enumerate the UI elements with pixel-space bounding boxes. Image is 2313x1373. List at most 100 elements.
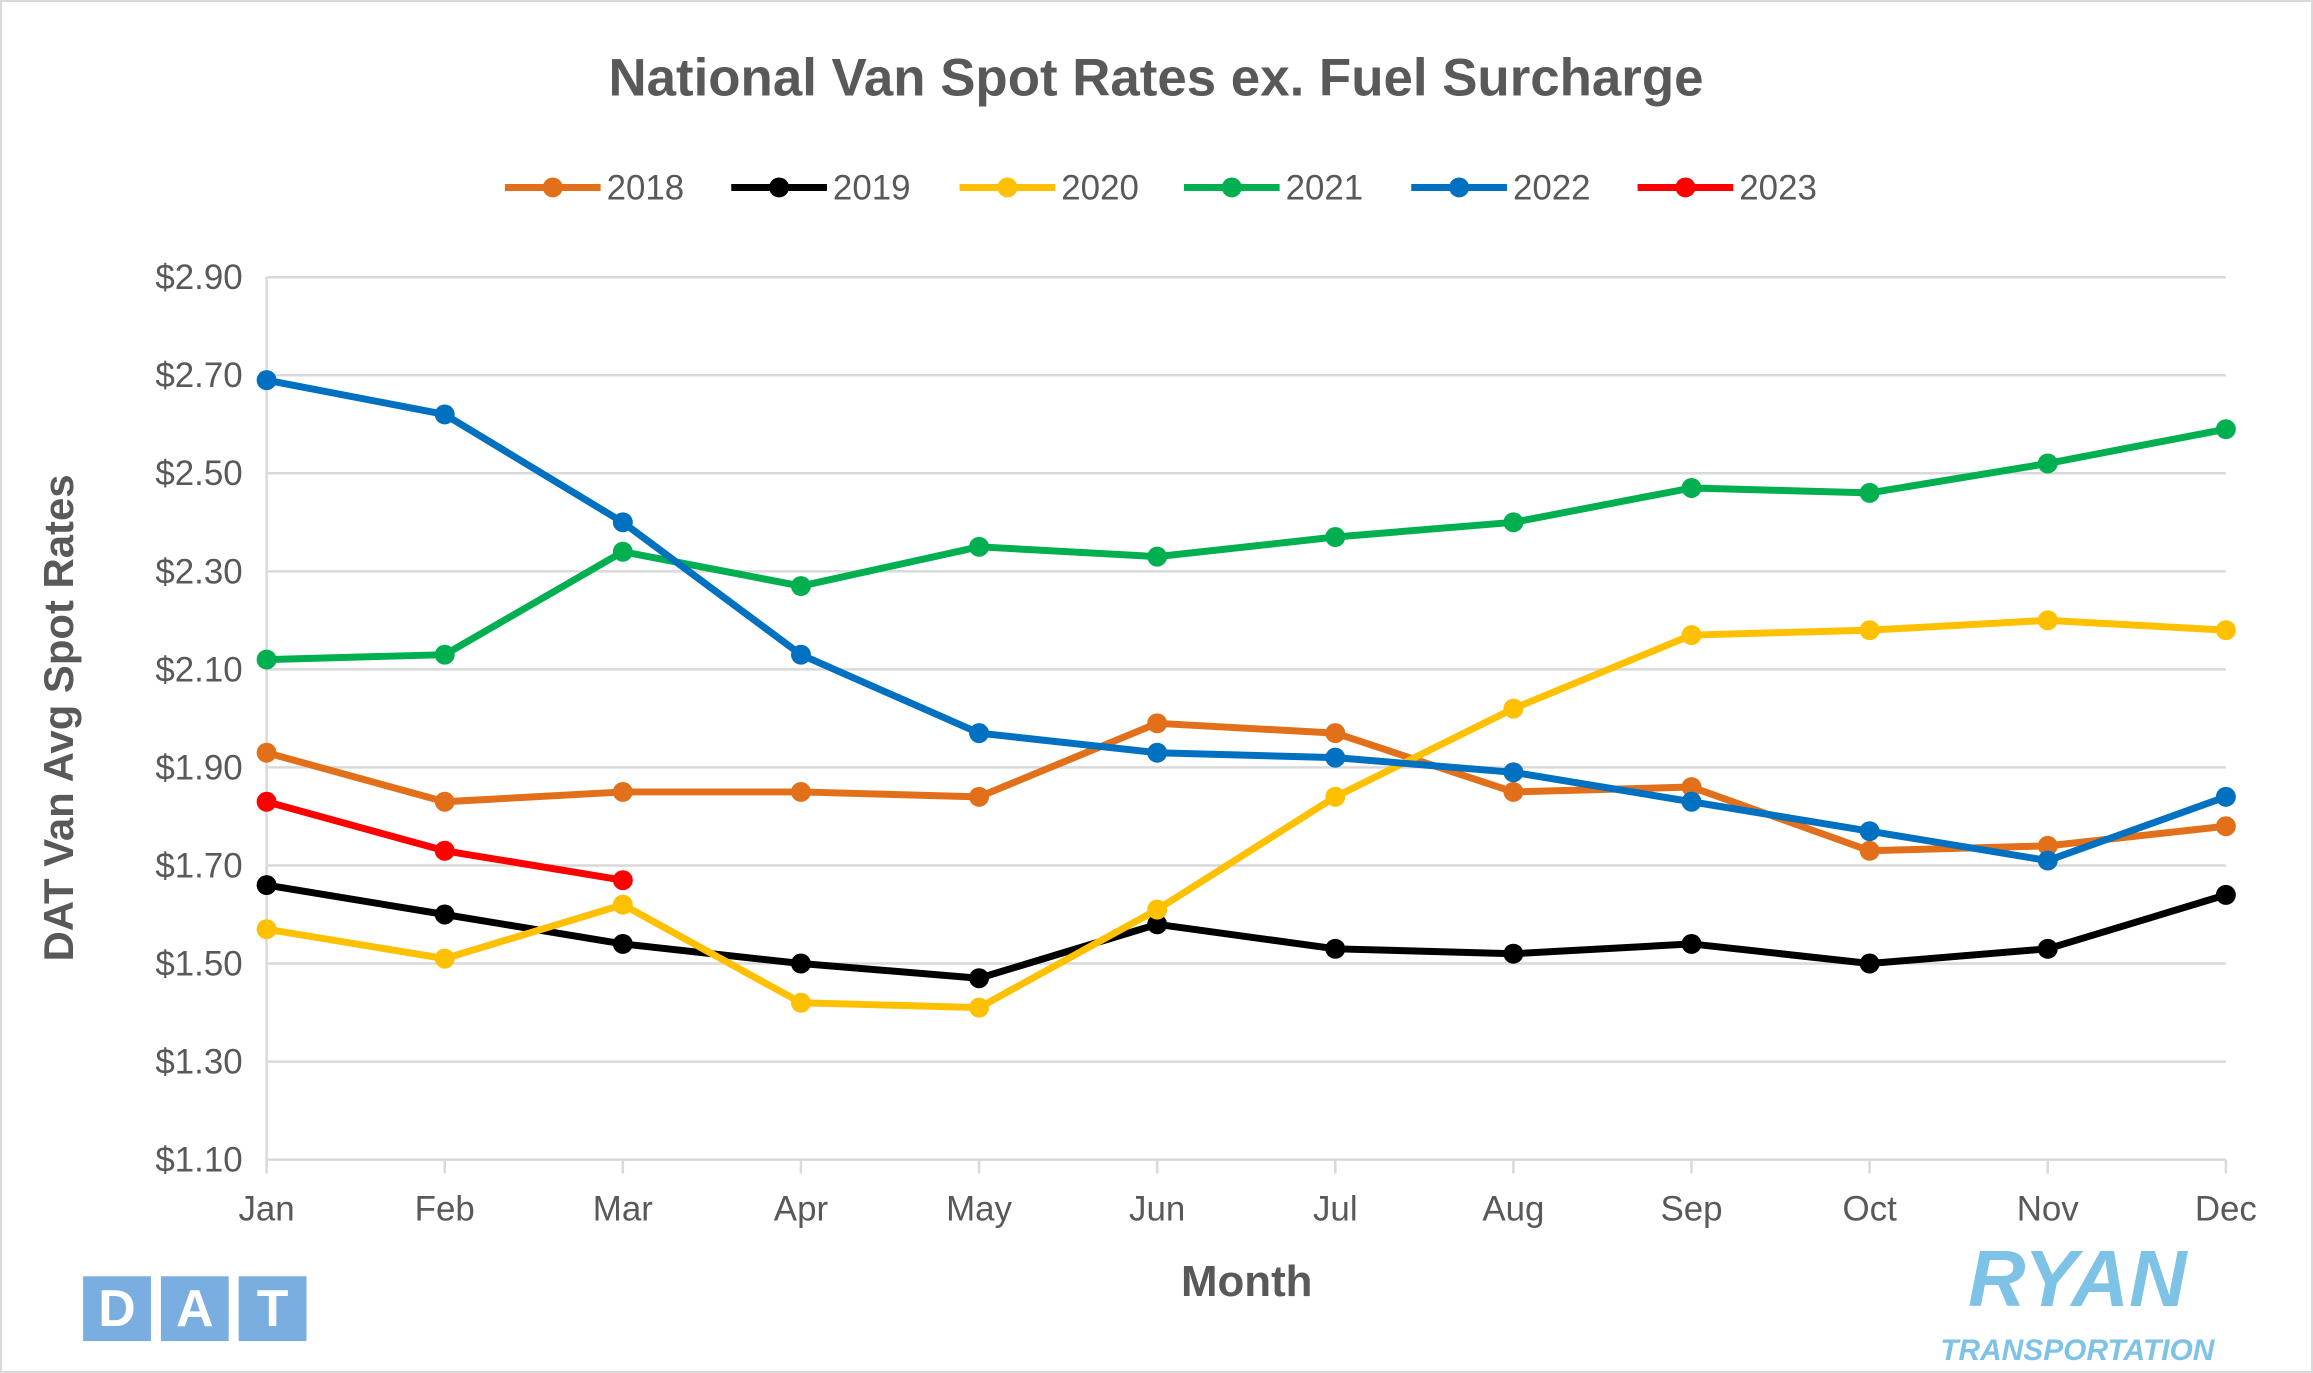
data-point [2215,816,2236,837]
data-point [1147,713,1168,734]
dat-logo-block [160,1276,229,1342]
series-2020 [256,610,2236,1018]
x-tick-label: Sep [1660,1189,1722,1228]
data-point [969,536,990,557]
legend-label: 2020 [1061,168,1139,207]
data-point [2215,786,2236,807]
data-point [1325,723,1346,744]
data-point [969,968,990,989]
data-point [612,894,633,915]
y-tick-label: $1.90 [155,748,242,787]
data-point [434,904,455,925]
legend-item-2022: 2022 [1411,168,1591,207]
data-point [434,644,455,665]
data-point [2037,835,2058,856]
data-point [1147,914,1168,935]
x-tick-label: Jun [1129,1189,1185,1228]
y-tick-label: $2.50 [155,454,242,493]
dat-logo-block [83,1276,151,1342]
y-tick-label: $1.50 [155,944,242,983]
legend-label: 2023 [1739,168,1817,207]
y-tick-label: $2.10 [155,650,242,689]
chart-title: National Van Spot Rates ex. Fuel Surchar… [608,49,1703,108]
data-point [612,781,633,802]
data-point [256,370,277,391]
y-tick-label: $1.10 [155,1141,242,1180]
legend-item-2020: 2020 [959,168,1139,207]
data-point [1681,791,1702,812]
y-axis-ticks: $1.10 $1.30 $1.50 $1.70 $1.90 $2.10 $2.30 $2.50… [155,258,242,1179]
data-point [2215,419,2236,440]
x-tick-label: Feb [415,1189,475,1228]
legend-marker [1221,177,1242,198]
data-point [1325,747,1346,768]
dat-logo-block [238,1276,307,1342]
series-line-2020 [266,616,2227,1012]
data-point [256,919,277,940]
data-point [1503,943,1524,964]
data-point [1147,546,1168,567]
series-line-2019 [266,881,2227,982]
data-point [2037,850,2058,871]
legend-item-2018: 2018 [504,168,684,207]
data-point [612,541,633,562]
data-point [1147,899,1168,920]
data-point [612,512,633,533]
data-point [790,576,811,597]
legend-label: 2019 [833,168,911,207]
series-line-2018 [265,719,2227,855]
data-point [256,791,277,812]
ryan-transportation-logo: RYAN TRANSPORTATION [1940,1234,2216,1367]
data-point [1681,933,1702,954]
data-point [790,953,811,974]
x-axis-label: Month [1181,1257,1313,1306]
data-point [1859,840,1880,861]
series-2023 [256,791,633,891]
data-point [612,933,633,954]
x-tick-label: Apr [774,1189,829,1228]
data-point [1859,821,1880,842]
legend-marker [997,177,1018,198]
data-point [1325,938,1346,959]
data-point [434,840,455,861]
y-tick-label: $2.30 [155,552,242,591]
data-point [2215,620,2236,641]
data-point [612,870,633,891]
x-tick-label: Aug [1482,1189,1544,1228]
data-point [256,649,277,670]
series-2021 [256,419,2236,670]
legend-item-2023: 2023 [1637,168,1817,207]
data-point [256,742,277,763]
data-point [434,791,455,812]
data-point [1859,482,1880,503]
series-line-2021 [266,425,2227,664]
x-tick-label: Jan [238,1189,294,1228]
data-point [790,781,811,802]
data-point [2037,453,2058,474]
data-point [1681,777,1702,798]
data-point [969,786,990,807]
dat-logo-letter: A [176,1279,213,1337]
dat-logo-letter: T [257,1279,289,1337]
legend-marker [1675,177,1696,198]
data-point [1325,527,1346,547]
data-point [2215,884,2236,905]
y-tick-label: $1.70 [155,846,242,885]
x-tick-label: Mar [593,1189,653,1228]
ryan-logo-subtext: TRANSPORTATION [1940,1334,2216,1367]
data-point [2037,938,2058,959]
dat-logo-letter: D [98,1279,135,1337]
data-point [1503,781,1524,802]
data-point [790,644,811,665]
x-tick-label: Jul [1313,1189,1358,1228]
data-point [434,948,455,969]
series-2019 [256,875,2236,989]
data-point [256,875,277,896]
y-tick-label: $2.70 [155,356,242,395]
x-tick-label: May [946,1189,1012,1228]
legend-label: 2022 [1513,168,1591,207]
x-tick-label: Nov [2017,1189,2080,1228]
series-2018 [256,713,2236,861]
legend: 2018 2019 2020 2021 2022 2023 [504,168,1817,207]
legend-marker [769,177,790,198]
